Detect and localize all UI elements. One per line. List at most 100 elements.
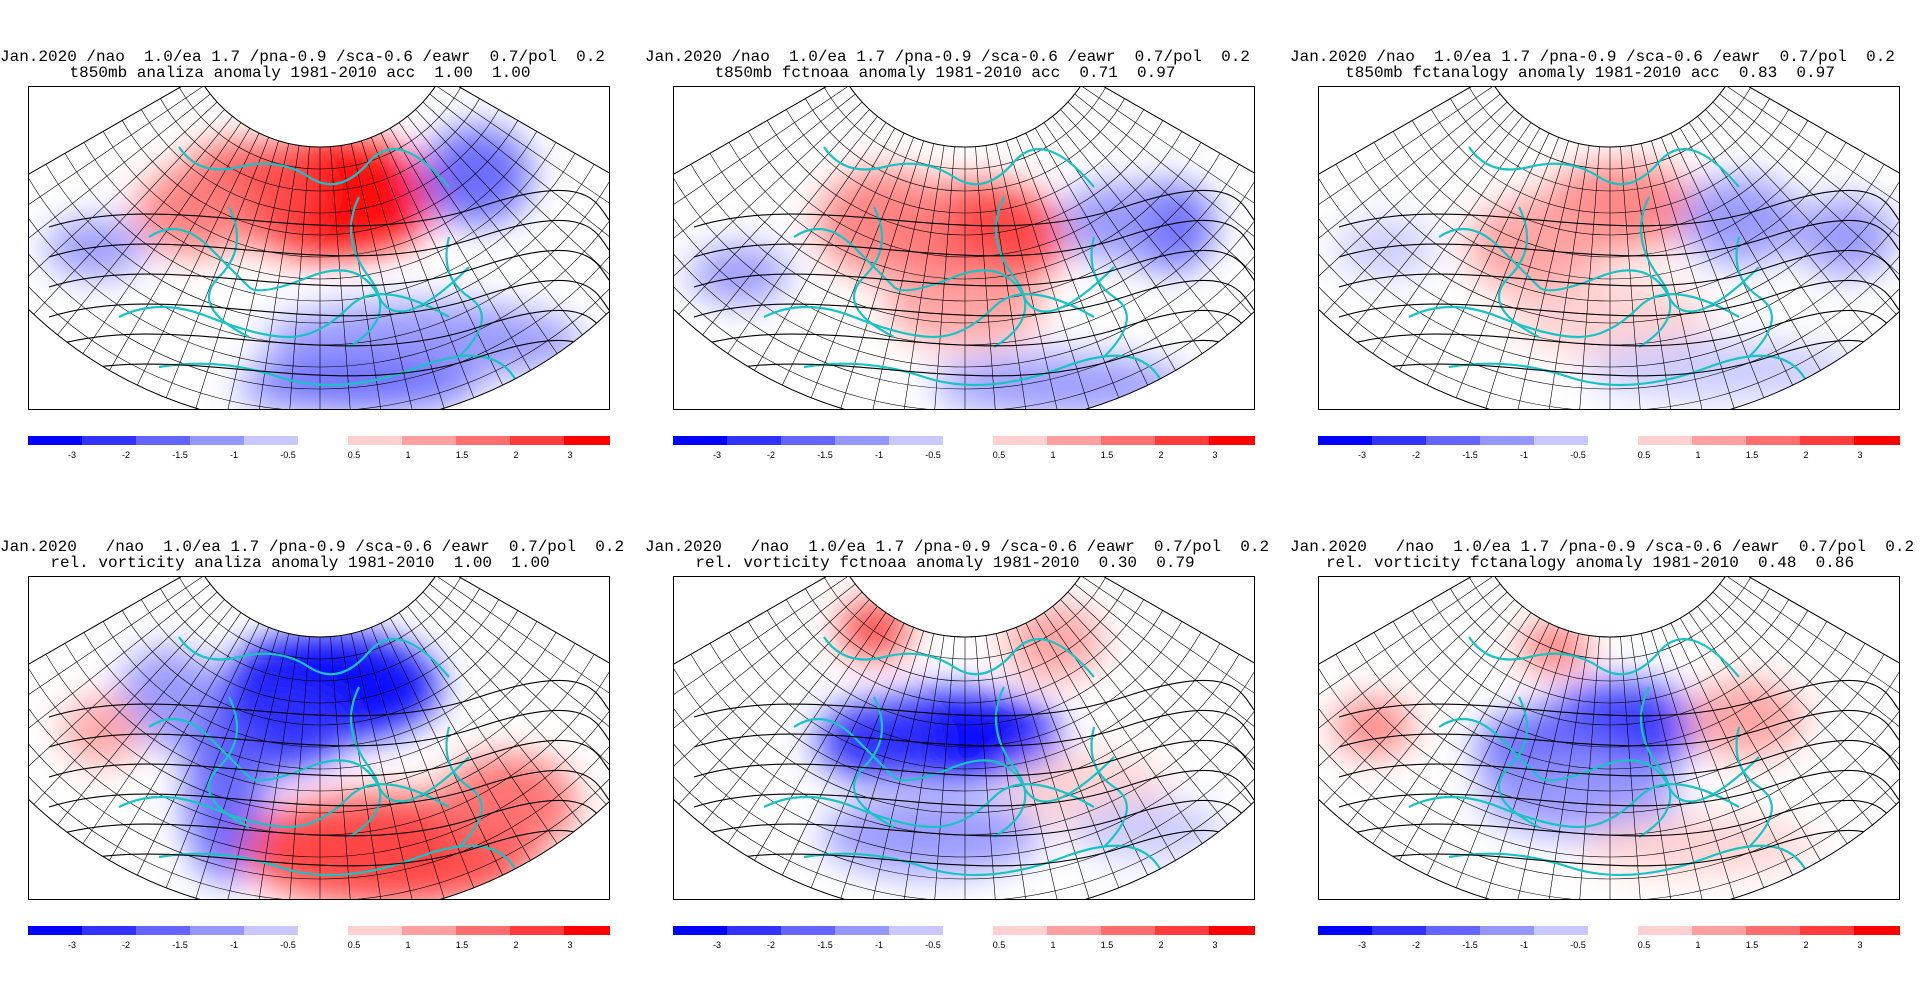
meridian-line bbox=[1670, 622, 1793, 876]
meridian-line bbox=[33, 109, 225, 315]
colorbar: -3 -2 -1.5 -1 -0.5 0.5 1 1.5 2 3 bbox=[673, 436, 1255, 470]
meridian-line bbox=[678, 599, 870, 805]
meridian-line bbox=[82, 612, 242, 844]
colorbar-tick-label: 1.5 bbox=[456, 450, 469, 460]
contour-line bbox=[48, 679, 609, 719]
colorbar-swatch bbox=[1155, 436, 1209, 445]
colorbar-tick-label: -0.5 bbox=[925, 450, 941, 460]
meridian-line bbox=[1630, 635, 1674, 899]
contour-line bbox=[48, 279, 609, 319]
meridian-line bbox=[380, 622, 503, 876]
colorbar-swatch bbox=[1426, 436, 1480, 445]
contour-line bbox=[1338, 709, 1899, 749]
meridian-line bbox=[288, 636, 310, 899]
meridian-line bbox=[995, 633, 1059, 899]
meridian-line bbox=[1043, 612, 1203, 844]
map-frame bbox=[673, 576, 1255, 900]
meridian-line bbox=[1074, 93, 1254, 269]
colorbar-swatch bbox=[835, 436, 889, 445]
meridian-line bbox=[165, 627, 270, 888]
meridian-line bbox=[1455, 627, 1560, 888]
contour-line bbox=[1338, 219, 1899, 259]
meridian-line bbox=[1060, 599, 1252, 805]
meridian-line bbox=[1074, 583, 1254, 759]
coastline bbox=[148, 717, 470, 803]
map-border bbox=[1319, 87, 1899, 409]
map-plot bbox=[674, 87, 1254, 409]
coastline bbox=[158, 354, 521, 388]
colorbar-swatch bbox=[28, 926, 82, 935]
colorbar-swatch bbox=[1746, 436, 1800, 445]
panel-title-line1: Jan.2020 /nao 1.0/ea 1.7 /pna-0.9 /sca-0… bbox=[645, 538, 1270, 556]
meridian-line bbox=[370, 137, 475, 398]
colorbar-tick-label: 0.5 bbox=[1638, 940, 1651, 950]
meridian-line bbox=[1067, 101, 1254, 293]
colorbar-swatch bbox=[1047, 926, 1101, 935]
meridian-line bbox=[415, 109, 607, 315]
coastline bbox=[158, 844, 521, 878]
meridian-line bbox=[1679, 127, 1821, 371]
meridian-line bbox=[256, 635, 300, 899]
meridian-line bbox=[398, 612, 558, 844]
colorbar-tick-label: 1.5 bbox=[1746, 450, 1759, 460]
colorbar-swatch bbox=[781, 436, 835, 445]
colorbar-tick-label: 3 bbox=[1857, 450, 1862, 460]
meridian-line bbox=[350, 143, 414, 409]
coastline bbox=[853, 696, 895, 828]
panel-title-line2: t850mb fctnoaa anomaly 1981-2010 acc 0.7… bbox=[714, 64, 1176, 82]
coastline bbox=[1408, 293, 1740, 339]
colorbar-tick-label: -2 bbox=[122, 940, 130, 950]
colorbar-swatch bbox=[1209, 926, 1255, 935]
meridian-line bbox=[674, 591, 863, 783]
colorbar-swatch bbox=[1534, 436, 1588, 445]
meridian-line bbox=[1640, 633, 1704, 899]
coastline bbox=[763, 293, 1095, 339]
map-plot bbox=[29, 577, 609, 899]
colorbar-tick-label: 3 bbox=[567, 450, 572, 460]
latitude-line bbox=[1319, 697, 1899, 899]
meridian-line bbox=[226, 143, 290, 409]
colorbar-swatch bbox=[1318, 436, 1372, 445]
meridian-line bbox=[1323, 109, 1515, 315]
coastline bbox=[993, 196, 1027, 348]
map-border bbox=[29, 577, 609, 899]
meridian-line bbox=[350, 633, 414, 899]
colorbar-tick-label: -1.5 bbox=[172, 450, 188, 460]
colorbar-tick-label: 1 bbox=[1695, 940, 1700, 950]
colorbar-swatch bbox=[564, 926, 610, 935]
contour-line bbox=[48, 249, 609, 289]
meridian-line bbox=[933, 636, 955, 899]
panel-title-line1: Jan.2020 /nao 1.0/ea 1.7 /pna-0.9 /sca-0… bbox=[0, 538, 625, 556]
colorbar-swatch bbox=[727, 436, 781, 445]
colorbar-tick-label: -0.5 bbox=[280, 450, 296, 460]
colorbar-tick-label: 1.5 bbox=[1101, 940, 1114, 950]
colorbar-tick-label: -1.5 bbox=[817, 450, 833, 460]
colorbar-swatch bbox=[889, 436, 943, 445]
meridian-line bbox=[1347, 116, 1523, 336]
panel-title-line1: Jan.2020 /nao 1.0/ea 1.7 /pna-0.9 /sca-0… bbox=[1290, 538, 1915, 556]
colorbar-swatch bbox=[564, 436, 610, 445]
meridian-line bbox=[1427, 132, 1550, 386]
meridian-line bbox=[674, 583, 856, 759]
meridian-line bbox=[57, 606, 233, 826]
meridian-line bbox=[165, 137, 270, 398]
colorbar-swatch bbox=[1534, 926, 1588, 935]
contour-line bbox=[693, 769, 1254, 809]
colorbar-swatch bbox=[1692, 436, 1746, 445]
colorbar: -3 -2 -1.5 -1 -0.5 0.5 1 1.5 2 3 bbox=[1318, 926, 1900, 960]
colorbar-swatch bbox=[1480, 926, 1534, 935]
meridian-line bbox=[1719, 93, 1899, 269]
colorbar-swatch bbox=[348, 436, 402, 445]
meridian-line bbox=[1516, 143, 1580, 409]
meridian-line bbox=[256, 145, 300, 409]
meridian-line bbox=[398, 122, 558, 354]
colorbar-tick-label: -2 bbox=[767, 450, 775, 460]
meridian-line bbox=[1025, 132, 1148, 386]
latitude-line bbox=[674, 697, 1254, 899]
colorbar-swatch bbox=[402, 436, 456, 445]
colorbar-swatch bbox=[781, 926, 835, 935]
coastline bbox=[1448, 844, 1811, 878]
map-border bbox=[1319, 577, 1899, 899]
anomaly-shade bbox=[816, 168, 957, 279]
colorbar-tick-label: 2 bbox=[1803, 450, 1808, 460]
